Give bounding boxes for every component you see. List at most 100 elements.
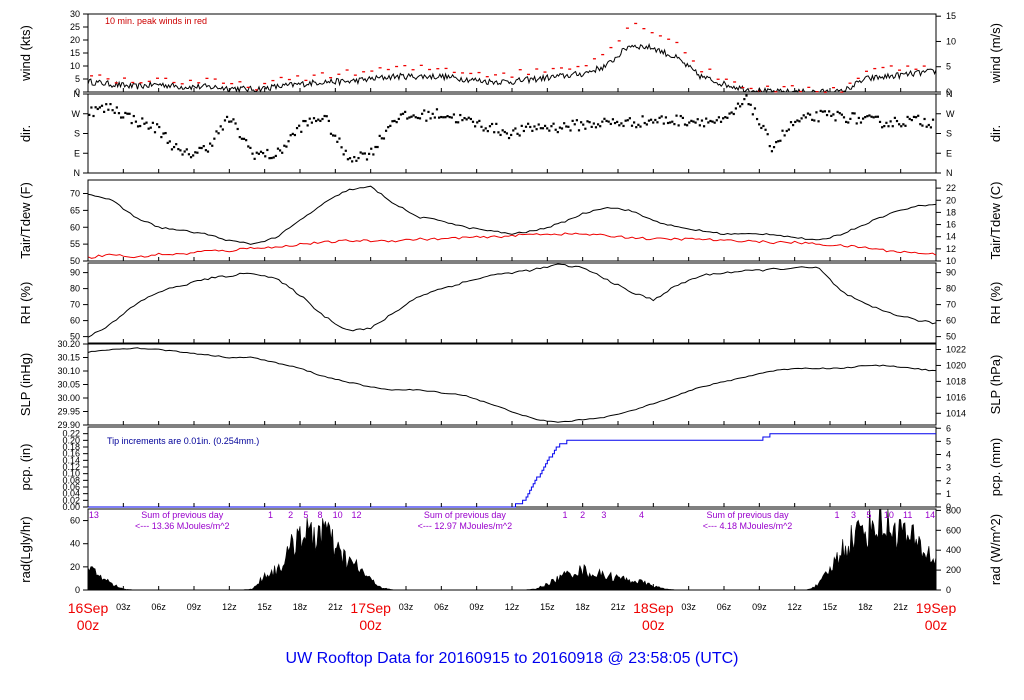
wind-dir-point xyxy=(264,155,267,158)
wind-dir-point xyxy=(834,119,837,122)
wind-dir-point xyxy=(480,125,483,128)
wind-dir-point xyxy=(344,149,347,152)
wind-dir-point xyxy=(236,127,239,131)
xtick-label: 12z xyxy=(222,602,237,612)
wind-dir-point xyxy=(393,119,396,123)
wind-dir-point xyxy=(647,119,651,122)
date-label-day: 17Sep xyxy=(350,600,391,616)
wind-dir-point xyxy=(741,102,744,106)
wind-dir-point xyxy=(503,130,506,134)
xtick-label: 09z xyxy=(752,602,767,612)
ytick-label-right: 20 xyxy=(946,195,956,205)
wind-dir-point xyxy=(253,157,256,160)
wind-dir-point xyxy=(679,114,682,118)
wind-dir-point xyxy=(749,103,752,106)
wind-dir-point xyxy=(486,130,489,133)
wind-dir-point xyxy=(132,114,135,118)
ytick-label: 10 xyxy=(70,61,80,71)
wind-dir-point xyxy=(518,134,521,137)
wind-dir-point xyxy=(649,118,653,121)
wind-dir-point xyxy=(698,124,701,127)
wind-dir-point xyxy=(868,114,871,117)
wind-dir-point xyxy=(378,134,381,137)
air-temp-line xyxy=(87,185,937,245)
ytick-label-right: 80 xyxy=(946,284,956,294)
panel-5-ylabel-right: pcp. (mm) xyxy=(988,438,1003,497)
wind-dir-point xyxy=(334,134,337,137)
wind-dir-point xyxy=(671,120,674,123)
wind-dir-point xyxy=(293,133,297,137)
wind-dir-point xyxy=(611,118,615,121)
wind-dir-point xyxy=(842,116,846,119)
xtick-label: 18z xyxy=(575,602,590,612)
radiation-hour-mark: 5 xyxy=(866,510,871,520)
wind-dir-point xyxy=(164,131,167,135)
radiation-area xyxy=(87,508,937,591)
wind-dir-point xyxy=(828,110,831,113)
date-label-day: 16Sep xyxy=(67,600,109,616)
radiation-hour-mark: 4 xyxy=(639,510,644,520)
wind-dir-point xyxy=(471,120,475,123)
wind-dir-point xyxy=(522,129,525,133)
wind-dir-point xyxy=(433,116,436,119)
ytick-label-right: 800 xyxy=(946,505,961,515)
wind-dir-point xyxy=(289,134,292,137)
wind-dir-point xyxy=(830,114,833,118)
wind-dir-point xyxy=(215,130,218,133)
wind-dir-point xyxy=(666,121,670,125)
wind-dir-point xyxy=(175,143,178,146)
wind-dir-point xyxy=(914,116,918,119)
wind-dir-point xyxy=(811,118,814,121)
wind-dir-point xyxy=(315,119,318,123)
wind-dir-point xyxy=(308,117,311,120)
wind-dir-point xyxy=(690,119,693,122)
wind-dir-point xyxy=(151,121,154,124)
wind-dir-point xyxy=(285,145,288,148)
wind-dir-point xyxy=(715,119,718,122)
ytick-label: 0.06 xyxy=(62,482,80,492)
wind-dir-point xyxy=(931,118,935,121)
radiation-hour-mark: 14 xyxy=(925,510,935,520)
xtick-label: 21z xyxy=(328,602,343,612)
panel-5-ylabel: pcp. (in) xyxy=(18,444,33,491)
xtick-label: 15z xyxy=(257,602,272,612)
wind-dir-point xyxy=(336,140,339,143)
wind-dir-point xyxy=(134,120,138,123)
ytick-label-right: 10 xyxy=(946,256,956,266)
wind-dir-point xyxy=(406,117,409,120)
wind-dir-point xyxy=(459,113,462,117)
wind-speed-line xyxy=(87,42,937,94)
radiation-hour-mark: 2 xyxy=(288,510,293,520)
wind-dir-point xyxy=(474,125,477,128)
ytick-label-right: 60 xyxy=(946,316,956,326)
wind-dir-point xyxy=(482,129,485,132)
xtick-label: 18z xyxy=(293,602,308,612)
radiation-hour-mark: 13 xyxy=(89,510,99,520)
wind-dir-point xyxy=(306,124,309,127)
wind-dir-point xyxy=(257,152,260,155)
wind-dir-point xyxy=(859,121,863,124)
wind-dir-point xyxy=(266,148,269,152)
wind-dir-point xyxy=(613,121,617,125)
wind-dir-point xyxy=(872,116,875,119)
wind-dir-point xyxy=(501,129,504,132)
wind-dir-point xyxy=(158,125,161,129)
wind-dir-point xyxy=(270,156,273,160)
wind-dir-point xyxy=(641,115,644,118)
wind-dir-point xyxy=(300,130,303,133)
ytick-label: 0.22 xyxy=(62,429,80,439)
date-label: 17Sep 00z xyxy=(341,600,401,634)
wind-dir-point xyxy=(124,111,127,115)
wind-dir-point xyxy=(145,121,148,124)
wind-dir-point xyxy=(902,123,905,126)
wind-dir-point xyxy=(853,112,856,115)
wind-dir-point xyxy=(705,117,708,120)
wind-dir-point xyxy=(596,123,600,126)
wind-dir-point xyxy=(639,125,642,128)
wind-dir-point xyxy=(753,107,757,110)
xtick-label: 03z xyxy=(399,602,414,612)
ytick-label: 40 xyxy=(70,539,80,549)
wind-dir-point xyxy=(560,127,564,130)
wind-dir-point xyxy=(139,124,142,128)
ytick-label: 0.10 xyxy=(62,469,80,479)
